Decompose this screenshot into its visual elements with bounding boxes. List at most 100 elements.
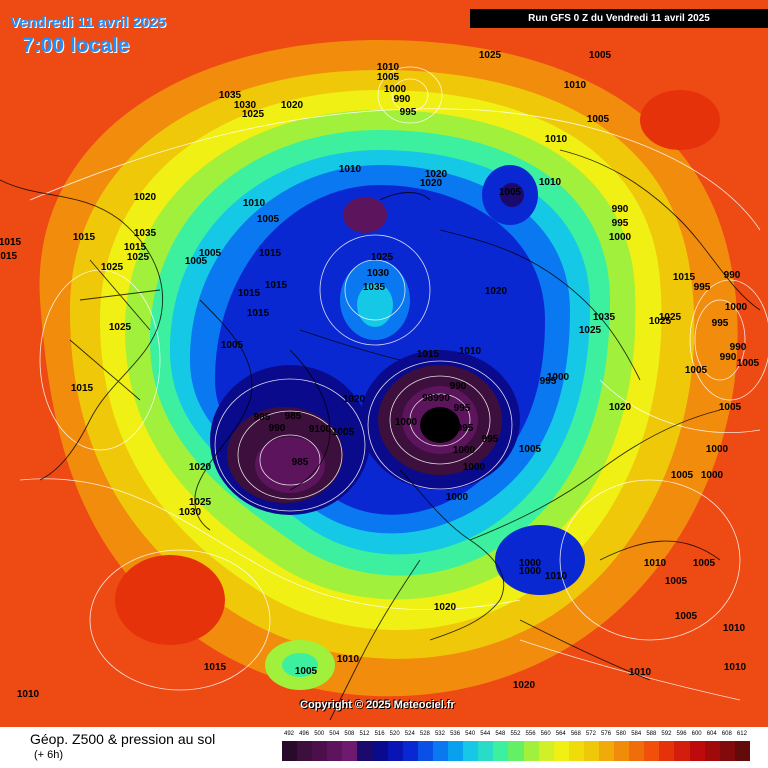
- scale-swatch: [734, 741, 750, 761]
- pressure-label: 1025: [109, 322, 132, 333]
- pressure-label: 1005: [675, 611, 698, 622]
- forecast-time: 7:00 locale: [22, 34, 130, 57]
- pressure-label: 1010: [545, 571, 568, 582]
- scale-value: 604: [706, 731, 717, 737]
- pressure-label: 995: [612, 218, 629, 229]
- pressure-label: 1010: [17, 689, 40, 700]
- scale-value: 524: [404, 731, 415, 737]
- pressure-label: 1025: [659, 312, 682, 323]
- pressure-label: 1010: [723, 623, 746, 634]
- pressure-label: 1000: [395, 417, 418, 428]
- scale-swatch: [372, 741, 388, 761]
- scale-value: 560: [540, 731, 551, 737]
- pressure-label: 1015: [247, 308, 270, 319]
- pressure-label: 1020: [343, 394, 366, 405]
- scale-swatch: [583, 741, 599, 761]
- scale-swatch: [432, 741, 449, 761]
- scale-swatch: [282, 741, 298, 761]
- pressure-label: 995: [254, 412, 271, 423]
- scale-value: 612: [736, 731, 747, 737]
- pressure-label: 1010: [564, 80, 587, 91]
- scale-swatch: [659, 741, 675, 761]
- pressure-label: 1005: [719, 402, 742, 413]
- pressure-label: 1030: [367, 268, 390, 279]
- scale-swatch: [704, 741, 720, 761]
- pressure-label: 1005: [221, 340, 244, 351]
- pressure-label: 1005: [519, 444, 542, 455]
- pressure-label: 1005: [257, 214, 280, 225]
- scale-swatch: [523, 741, 539, 761]
- pressure-label: 995: [454, 403, 471, 414]
- pressure-label: 1005: [185, 256, 208, 267]
- scale-value: 600: [691, 731, 702, 737]
- pressure-label: 1015: [73, 232, 96, 243]
- pressure-label: 1015: [0, 251, 18, 262]
- pressure-label: 1025: [579, 325, 602, 336]
- scale-swatch: [614, 741, 630, 761]
- pressure-label: 1000: [706, 444, 729, 455]
- scale-value: 588: [646, 731, 657, 737]
- pressure-label: 990: [612, 204, 629, 215]
- pressure-label: 1010: [339, 164, 362, 175]
- scale-value: 584: [631, 731, 642, 737]
- scale-value: 548: [495, 731, 506, 737]
- pressure-label: 1000: [609, 232, 632, 243]
- scale-swatch: [689, 741, 705, 761]
- scale-value: 556: [525, 731, 536, 737]
- scale-swatch: [719, 741, 735, 761]
- pressure-label: 995: [482, 434, 499, 445]
- cutoff-low-south-core: [282, 653, 318, 677]
- scale-value: 500: [314, 731, 325, 737]
- scale-value: 504: [329, 731, 340, 737]
- pressure-label: 1015: [238, 288, 261, 299]
- scale-swatch: [674, 741, 690, 761]
- pressure-label: 1020: [425, 169, 448, 180]
- pressure-label: 1035: [593, 312, 616, 323]
- pressure-label: 1000: [453, 445, 476, 456]
- scale-swatch: [297, 741, 313, 761]
- scale-swatch: [327, 741, 343, 761]
- pressure-label: 1005: [589, 50, 612, 61]
- scale-swatch: [357, 741, 373, 761]
- pressure-label: 1020: [485, 286, 508, 297]
- scale-value: 576: [601, 731, 612, 737]
- pressure-label: 98990: [422, 393, 450, 404]
- pressure-label: 1015: [0, 237, 22, 248]
- pressure-label: 990: [724, 270, 741, 281]
- weather-map: 1005 1010 1000 990 995 1035 1030 1025 1020 1025 10…: [0, 0, 768, 727]
- scale-swatch: [598, 741, 615, 761]
- scale-value: 580: [616, 731, 627, 737]
- coastlines: [0, 149, 761, 721]
- scale-swatch: [448, 741, 464, 761]
- pressure-label: 1020: [609, 402, 632, 413]
- pressure-label: 1000: [463, 462, 486, 473]
- pressure-label: 1010: [459, 346, 482, 357]
- scale-swatch: [493, 741, 509, 761]
- pressure-label: 1020: [513, 680, 536, 691]
- pressure-label: 1010: [644, 558, 667, 569]
- scale-value: 516: [374, 731, 385, 737]
- scale-value: 568: [570, 731, 581, 737]
- pressure-label: 990: [450, 381, 467, 392]
- pressure-label: 1020: [434, 602, 457, 613]
- pressure-label: 1020: [189, 462, 212, 473]
- scale-swatch: [312, 741, 328, 761]
- scale-value: 512: [359, 731, 370, 737]
- pressure-label: 1035: [134, 228, 157, 239]
- pressure-label: 1025: [101, 262, 124, 273]
- scale-value: 536: [450, 731, 461, 737]
- run-info-bar: Run GFS 0 Z du Vendredi 11 avril 2025: [470, 9, 768, 28]
- pressure-label: 995: [457, 423, 474, 434]
- scale-value: 528: [419, 731, 430, 737]
- trough-siberia-core: [500, 183, 524, 207]
- ridge-greenland-core: [357, 283, 393, 327]
- scale-value: 564: [555, 731, 566, 737]
- scale-value: 496: [299, 731, 310, 737]
- pressure-label: 990: [394, 94, 411, 105]
- pressure-labels: 1005 1010 1000 990 995 1035 1030 1025 1020 1025 10…: [0, 50, 760, 700]
- scale-swatch: [508, 741, 524, 761]
- pressure-label: 1005: [332, 427, 355, 438]
- geopotential-map-svg: 1005 1010 1000 990 995 1035 1030 1025 1020 1025 10…: [0, 0, 768, 727]
- scale-swatch: [463, 741, 479, 761]
- scale-swatch: [553, 741, 569, 761]
